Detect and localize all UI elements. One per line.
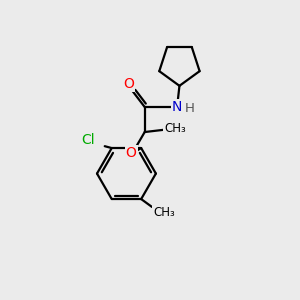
Text: N: N	[172, 100, 182, 114]
Text: CH₃: CH₃	[164, 122, 186, 135]
Text: Cl: Cl	[81, 134, 95, 147]
Text: H: H	[184, 102, 194, 115]
Text: O: O	[126, 146, 136, 160]
Text: O: O	[123, 77, 134, 91]
Text: CH₃: CH₃	[153, 206, 175, 219]
